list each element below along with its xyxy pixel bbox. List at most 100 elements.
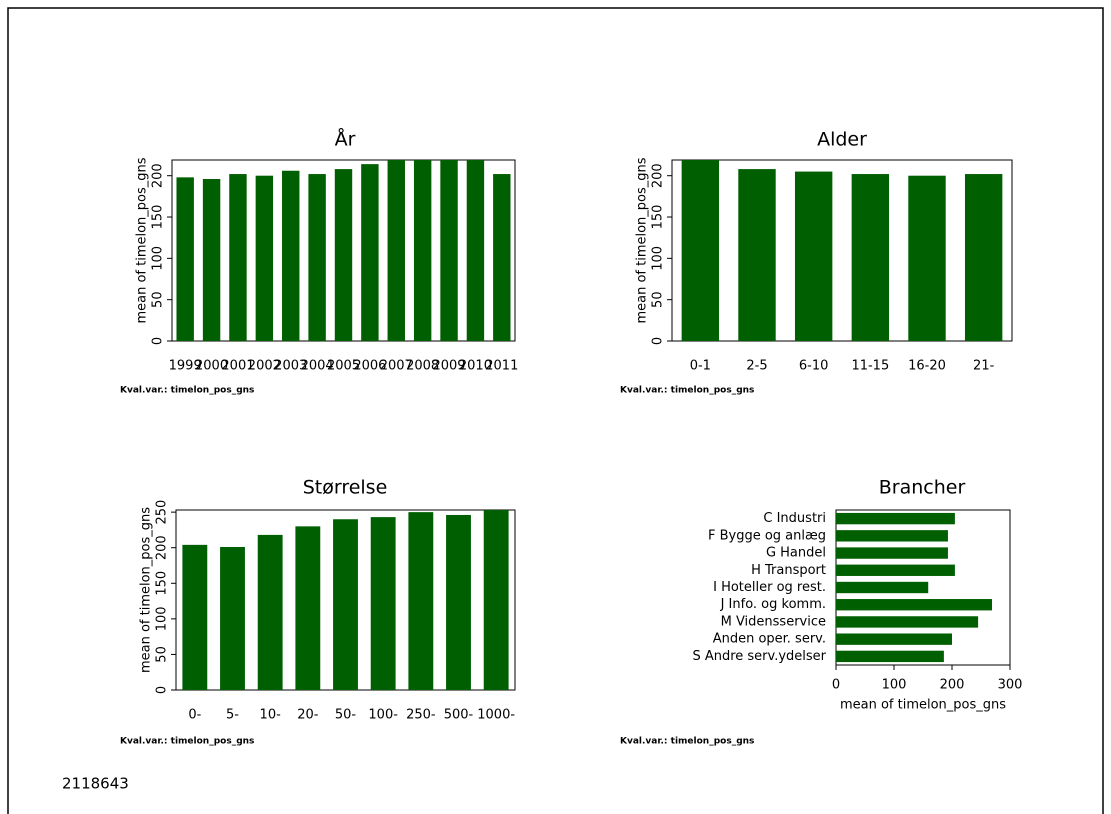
bar [681,160,720,341]
bar [836,616,979,628]
y-tick-label: 50 [151,291,166,308]
y-tick-label: M Vidensservice [721,614,826,629]
bar [446,514,471,690]
x-tick-label: 2010 [459,359,492,374]
y-tick-label: 200 [155,535,170,560]
bar [255,175,274,341]
bar [836,530,948,542]
x-tick-label: 0-1 [690,359,711,374]
chart-title: Alder [817,129,867,151]
x-axis-label: mean of timelon_pos_gns [840,698,1006,713]
bar [836,633,952,645]
y-tick-label: G Handel [766,546,826,561]
x-tick-label: 2008 [406,359,439,374]
chart-note: Kval.var.: timelon_pos_gns [120,737,254,747]
bar [836,581,929,594]
y-tick-label: 0 [151,337,166,345]
x-tick-label: 2007 [380,359,413,374]
y-tick-label: 0 [651,337,666,345]
y-axis-label: mean of timelon_pos_gns [135,157,150,323]
x-tick-label: 11-15 [851,359,889,374]
x-tick-label: 20- [297,708,319,723]
y-axis-label: mean of timelon_pos_gns [139,507,154,673]
bar [794,171,833,341]
bar [202,179,221,341]
chart-title: Brancher [879,477,966,499]
bar [483,510,509,690]
y-tick-label: I Hoteller og rest. [713,580,826,595]
bar [334,169,353,341]
x-tick-label: 1999 [169,359,202,374]
bar [836,512,955,525]
x-tick-label: 250- [406,708,436,723]
bar [836,564,955,576]
bar [295,526,321,690]
y-tick-label: Anden oper. serv. [713,632,826,647]
x-tick-label: 2006 [353,359,386,374]
bar [408,512,434,690]
y-tick-label: F Bygge og anlæg [708,528,826,543]
x-tick-label: 2004 [301,359,334,374]
y-tick-label: 200 [651,163,666,188]
bar [413,160,432,341]
x-tick-label: 1000- [477,708,515,723]
x-tick-label: 2000 [195,359,228,374]
y-tick-label: 150 [155,571,170,596]
x-tick-label: 100- [368,708,398,723]
y-tick-label: 150 [651,205,666,230]
x-tick-label: 2005 [327,359,360,374]
x-tick-label: 2011 [485,359,518,374]
bar [908,175,946,341]
bar [361,164,379,341]
bar [493,174,511,341]
x-tick-label: 2003 [274,359,307,374]
bar [370,517,396,690]
y-axis-label: mean of timelon_pos_gns [635,157,650,323]
x-tick-label: 500- [444,708,474,723]
bar [836,599,993,611]
x-tick-label: 2002 [248,359,281,374]
bar [257,534,283,690]
y-tick-label: 100 [155,606,170,631]
frame [7,7,1104,814]
x-tick-label: 300 [998,678,1023,693]
y-tick-label: 200 [151,163,166,188]
x-tick-label: 16-20 [908,359,946,374]
y-tick-label: 100 [151,246,166,271]
bar [440,160,458,341]
chart-title: År [335,128,356,151]
bar [387,160,405,341]
bar [851,174,890,341]
y-tick-label: 0 [155,686,170,694]
chart-title: Størrelse [303,477,388,499]
bar [308,174,326,341]
x-tick-label: 2009 [432,359,465,374]
x-tick-label: 0- [188,708,201,723]
y-tick-label: 250 [155,500,170,525]
y-tick-label: 150 [151,205,166,230]
x-tick-label: 6-10 [799,359,829,374]
chart-note: Kval.var.: timelon_pos_gns [120,386,254,396]
bar [182,544,208,690]
chart-note: Kval.var.: timelon_pos_gns [620,737,754,747]
x-tick-label: 2-5 [746,359,767,374]
x-tick-label: 10- [260,708,282,723]
x-tick-label: 100 [882,678,907,693]
y-tick-label: H Transport [751,563,826,578]
x-tick-label: 0 [832,678,840,693]
bar [282,170,300,341]
bar [176,177,194,341]
y-tick-label: 50 [651,291,666,308]
bar [229,174,247,341]
y-tick-label: 50 [155,646,170,663]
footer-id: 2118643 [62,775,129,793]
x-tick-label: 5- [226,708,239,723]
plot-frame [671,159,1013,342]
bar [466,160,485,341]
y-tick-label: S Andre serv.ydelser [692,649,826,664]
chart-note: Kval.var.: timelon_pos_gns [620,386,754,396]
bar [836,547,948,559]
y-tick-label: 100 [651,246,666,271]
bar [738,169,776,341]
